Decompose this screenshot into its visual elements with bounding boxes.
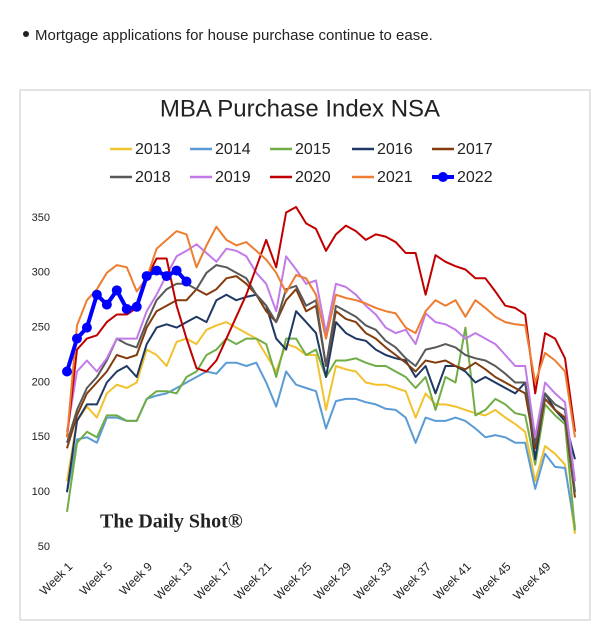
series-line	[66, 243, 576, 482]
x-tick-label: Week 45	[470, 559, 513, 602]
y-tick-label: 150	[32, 431, 50, 443]
legend-label: 2018	[135, 169, 171, 186]
x-tick-label: Week 41	[431, 559, 474, 602]
legend-label: 2013	[135, 141, 171, 158]
series-marker	[62, 366, 72, 377]
x-tick-label: Week 29	[311, 559, 354, 602]
series-marker	[141, 271, 152, 282]
series-line	[66, 326, 576, 531]
bullet-dot	[23, 31, 29, 37]
y-tick-label: 300	[32, 267, 50, 279]
series-line	[66, 321, 576, 534]
y-tick-label: 250	[32, 322, 50, 334]
chart-frame	[19, 89, 591, 621]
series-line	[66, 264, 576, 493]
series-line	[66, 361, 576, 528]
x-tick-label: Week 37	[391, 559, 434, 602]
x-tick-label: Week 5	[77, 559, 116, 598]
series-line	[66, 206, 576, 438]
x-tick-label: Week 25	[271, 559, 314, 602]
legend-label: 2016	[377, 141, 413, 158]
legend-label: 2014	[215, 141, 251, 158]
bullet-text: Mortgage applications for house purchase…	[35, 27, 433, 44]
series-marker	[111, 285, 122, 296]
series-marker	[181, 276, 192, 287]
x-tick-label: Week 1	[37, 559, 76, 598]
series-marker	[81, 322, 92, 333]
x-tick-label: Week 49	[510, 559, 553, 602]
y-tick-label: 100	[32, 486, 50, 498]
series-marker	[171, 265, 182, 276]
y-tick-label: 350	[32, 212, 50, 224]
legend-label: 2017	[457, 141, 493, 158]
x-tick-label: Week 33	[351, 559, 394, 602]
series-marker	[161, 271, 172, 282]
chart-title: MBA Purchase Index NSA	[160, 95, 440, 122]
legend-label: 2021	[377, 169, 413, 186]
series-marker	[121, 303, 132, 314]
series-marker	[91, 289, 102, 300]
x-tick-label: Week 9	[117, 559, 156, 598]
legend-label: 2022	[457, 169, 493, 186]
series-line	[65, 268, 188, 373]
series-line	[66, 293, 576, 493]
watermark: The Daily Shot®	[100, 511, 243, 533]
y-tick-label: 200	[32, 376, 50, 388]
x-tick-label: Week 13	[152, 559, 195, 602]
legend-label: 2015	[295, 141, 331, 158]
series-line	[66, 225, 576, 438]
series-marker	[101, 299, 112, 310]
legend-label: 2019	[215, 169, 251, 186]
y-tick-label: 50	[38, 541, 50, 553]
series-marker	[151, 265, 162, 276]
x-tick-label: Week 17	[192, 559, 235, 602]
legend-marker	[438, 172, 448, 182]
legend-label: 2020	[295, 169, 331, 186]
series-marker	[71, 333, 82, 344]
series-marker	[131, 301, 142, 312]
x-tick-label: Week 21	[231, 559, 274, 602]
